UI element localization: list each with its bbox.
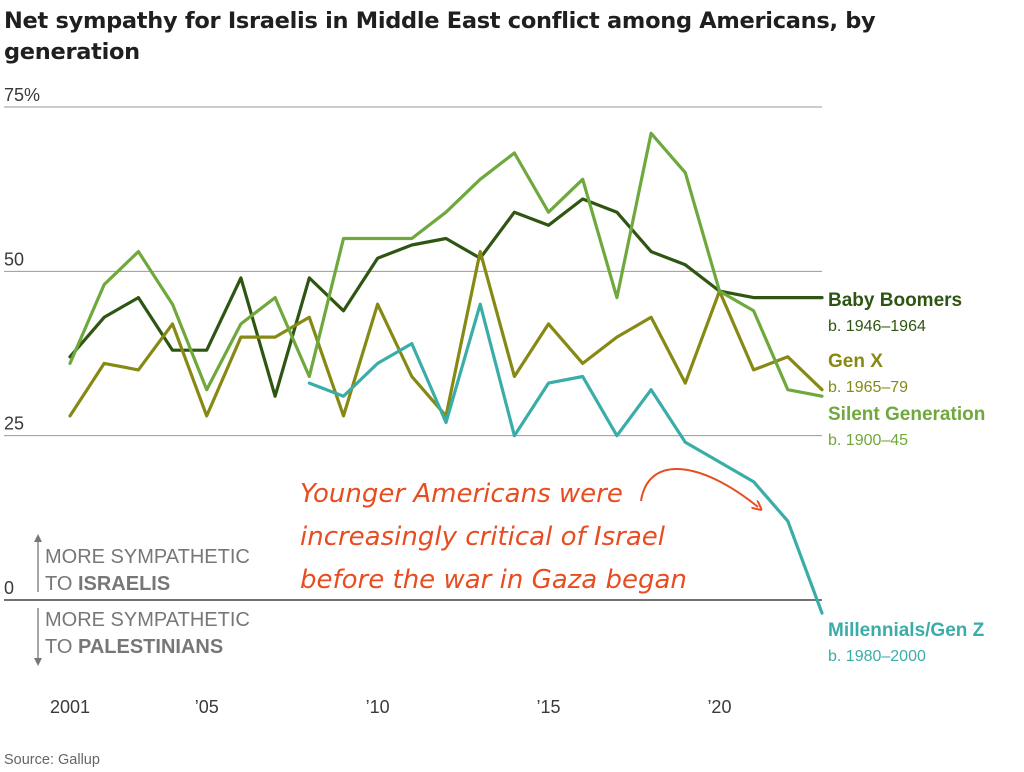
x-tick-label: ’20	[707, 697, 731, 717]
legend-subtitle-gen-x: b. 1965–79	[828, 379, 908, 396]
source-note: Source: Gallup	[4, 752, 100, 768]
down-label-line1: MORE SYMPATHETIC	[45, 609, 250, 631]
annotation: Younger Americans were increasingly crit…	[300, 468, 758, 595]
y-axis: 0 25 50 75%	[4, 85, 40, 598]
y-tick-label: 25	[4, 414, 24, 434]
legend-subtitle-silent-generation: b. 1900–45	[828, 432, 908, 449]
legend-label-gen-x: Gen X	[828, 351, 883, 372]
annotation-line-2: increasingly critical of Israel	[300, 522, 666, 552]
x-tick-label: ’15	[537, 697, 561, 717]
chart-title: Net sympathy for Israelis in Middle East…	[4, 8, 876, 65]
y-tick-label: 50	[4, 249, 24, 269]
series-lines	[68, 131, 824, 615]
series-line-baby-boomers	[68, 197, 824, 398]
legend-label-silent-generation: Silent Generation	[828, 404, 985, 425]
down-label-line2: TO PALESTINIANS	[45, 636, 223, 658]
direction-indicator: MORE SYMPATHETIC TO ISRAELIS MORE SYMPAT…	[34, 534, 250, 666]
up-label-line1: MORE SYMPATHETIC	[45, 546, 250, 568]
legend-subtitle-baby-boomers: b. 1946–1964	[828, 318, 926, 335]
annotation-line-3: before the war in Gaza began	[300, 565, 687, 595]
legend-subtitle-millennials-gen-z: b. 1980–2000	[828, 648, 926, 665]
annotation-arrow	[640, 468, 758, 507]
series-labels: Baby Boomers b. 1946–1964 Gen X b. 1965–79 S…	[828, 290, 985, 665]
series-line-silent-generation	[68, 131, 824, 398]
series-line-gen-x	[68, 250, 824, 418]
legend-label-baby-boomers: Baby Boomers	[828, 290, 962, 311]
x-axis: 2001 ’05 ’10 ’15 ’20	[50, 697, 731, 717]
x-tick-label: ’05	[195, 697, 219, 717]
up-label-line2: TO ISRAELIS	[45, 573, 170, 595]
y-tick-label: 0	[4, 578, 14, 598]
y-tick-label: 75%	[4, 85, 40, 105]
legend-label-millennials-gen-z: Millennials/Gen Z	[828, 620, 985, 641]
x-tick-label: 2001	[50, 697, 90, 717]
x-tick-label: ’10	[366, 697, 390, 717]
series-line-millennials-gen-z	[307, 302, 824, 615]
gridlines	[4, 106, 822, 601]
annotation-line-1: Younger Americans were	[300, 479, 623, 509]
